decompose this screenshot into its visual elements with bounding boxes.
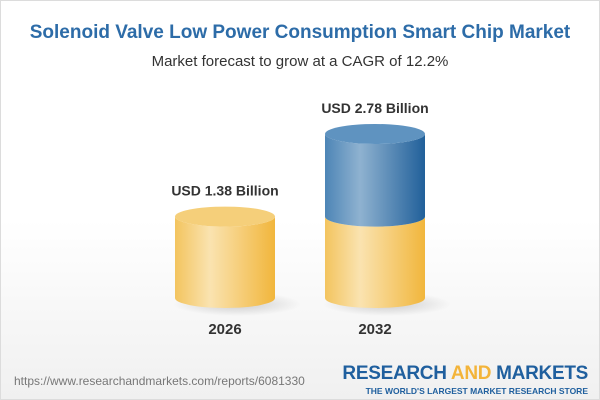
bar-2032-base [325,216,425,308]
bar-2026-base [175,216,275,308]
bar-top-cap [325,123,425,144]
logo-word: RESEARCH [342,363,451,384]
research-and-markets-logo: RESEARCH AND MARKETS THE WORLD'S LARGEST… [342,363,588,397]
x-tick-label: 2026 [208,321,241,338]
report-url[interactable]: https://www.researchandmarkets.com/repor… [14,374,305,388]
bar-2032-growth [325,133,425,227]
data-label: USD 2.78 Billion [321,100,428,116]
data-label: USD 1.38 Billion [171,183,278,199]
bar-top-cap [175,206,275,227]
logo-word: MARKETS [491,363,588,384]
x-tick-label: 2032 [358,321,391,338]
chart-title: Solenoid Valve Low Power Consumption Sma… [29,22,571,43]
logo-word: AND [450,363,492,384]
chart-subtitle: Market forecast to grow at a CAGR of 12.… [151,53,449,70]
logo-tagline: THE WORLD'S LARGEST MARKET RESEARCH STOR… [365,386,588,396]
